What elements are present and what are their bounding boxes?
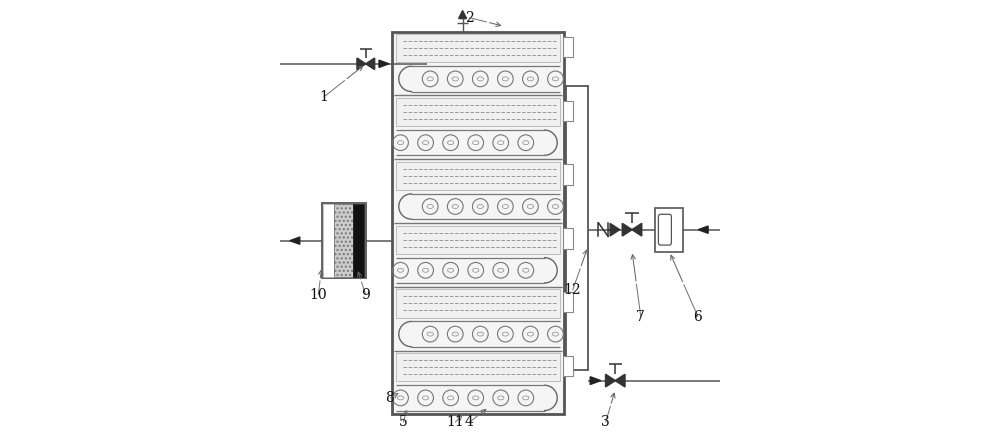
Polygon shape bbox=[590, 377, 601, 385]
Polygon shape bbox=[379, 60, 389, 67]
Polygon shape bbox=[357, 58, 366, 70]
Bar bbox=[655, 208, 683, 252]
Bar bbox=[396, 226, 560, 254]
Bar bbox=[563, 165, 573, 185]
Text: 12: 12 bbox=[564, 283, 581, 297]
Text: 2: 2 bbox=[465, 11, 474, 25]
Polygon shape bbox=[610, 224, 620, 236]
Bar bbox=[563, 356, 573, 376]
Text: 1: 1 bbox=[320, 90, 328, 104]
Text: 4: 4 bbox=[465, 415, 474, 429]
Polygon shape bbox=[290, 237, 300, 244]
Bar bbox=[563, 37, 573, 57]
Bar bbox=[563, 292, 573, 312]
Bar bbox=[563, 228, 573, 249]
Bar bbox=[396, 98, 560, 126]
Polygon shape bbox=[632, 224, 642, 236]
Text: 5: 5 bbox=[399, 415, 408, 429]
Bar bbox=[353, 204, 364, 277]
Bar bbox=[334, 204, 353, 277]
Text: 8: 8 bbox=[386, 391, 394, 405]
Polygon shape bbox=[698, 226, 708, 233]
Polygon shape bbox=[606, 374, 615, 387]
Bar bbox=[563, 101, 573, 121]
FancyBboxPatch shape bbox=[658, 214, 671, 245]
Bar bbox=[396, 353, 560, 381]
Polygon shape bbox=[366, 58, 375, 70]
Text: 11: 11 bbox=[446, 415, 464, 429]
Bar bbox=[396, 290, 560, 318]
Text: 6: 6 bbox=[694, 310, 702, 324]
Bar bbox=[392, 32, 564, 414]
Polygon shape bbox=[615, 374, 625, 387]
Bar bbox=[396, 34, 560, 62]
Polygon shape bbox=[459, 11, 467, 18]
Bar bbox=[396, 162, 560, 190]
Bar bbox=[323, 204, 334, 277]
Text: 3: 3 bbox=[601, 415, 610, 429]
Polygon shape bbox=[622, 224, 632, 236]
Text: 10: 10 bbox=[309, 288, 327, 302]
Text: 7: 7 bbox=[636, 310, 645, 324]
Text: 9: 9 bbox=[361, 288, 370, 302]
Bar bbox=[566, 86, 588, 370]
Bar bbox=[322, 203, 366, 278]
